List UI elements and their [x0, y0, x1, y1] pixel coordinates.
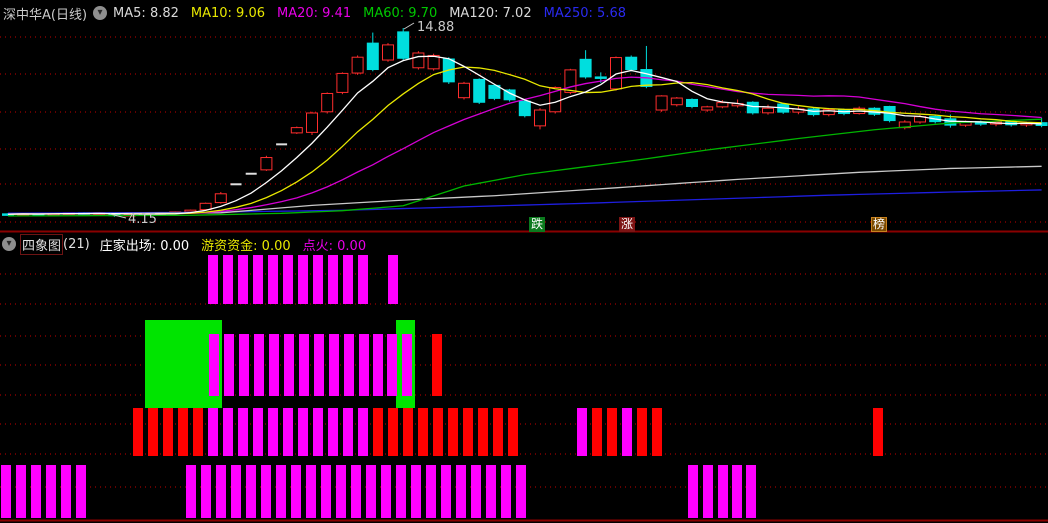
collapse-indicator-icon[interactable]	[2, 237, 16, 251]
indicator-bars	[1, 255, 883, 518]
indicator-name[interactable]: 四象图	[20, 233, 64, 255]
ma10-label: MA10: 9.06	[190, 5, 265, 21]
ma120-label: MA120: 7.02	[449, 5, 532, 21]
banker-exit-value: 庄家出场: 0.00	[99, 238, 190, 254]
ma-line-MA120	[7, 165, 1042, 215]
ma20-label: MA20: 9.41	[277, 5, 352, 21]
ma-line-MA60	[7, 118, 1042, 217]
stock-title: 深中华A(日线)	[3, 7, 88, 23]
ignite-value: 点火: 0.00	[302, 238, 367, 254]
ma-line-MA5	[7, 55, 1042, 215]
indicator-period: (21)	[63, 236, 90, 252]
rank-badge[interactable]: 榜	[871, 217, 887, 232]
ma-line-MA10	[7, 66, 1042, 215]
ma60-label: MA60: 9.70	[363, 5, 438, 21]
main-chart-header: 深中华A(日线) MA5: 8.82 MA10: 9.06 MA20: 9.41…	[0, 0, 1048, 26]
candles-layer	[2, 28, 1048, 217]
rise-badge[interactable]: 涨	[619, 217, 635, 232]
price-high-label: 14.88	[417, 20, 454, 35]
ma250-label: MA250: 5.68	[543, 5, 626, 21]
collapse-main-chart-icon[interactable]	[93, 6, 108, 20]
ma-lines	[7, 55, 1042, 217]
indicator-header: 四象图 (21) 庄家出场: 0.00 游资资金: 0.00 点火: 0.00	[0, 233, 1048, 255]
price-annotations: 14.88 4.15	[109, 20, 454, 227]
price-low-label: 4.15	[128, 212, 157, 227]
fall-badge[interactable]: 跌	[529, 217, 545, 232]
hot-money-value: 游资资金: 0.00	[201, 238, 291, 254]
ma5-label: MA5: 8.82	[113, 5, 179, 21]
